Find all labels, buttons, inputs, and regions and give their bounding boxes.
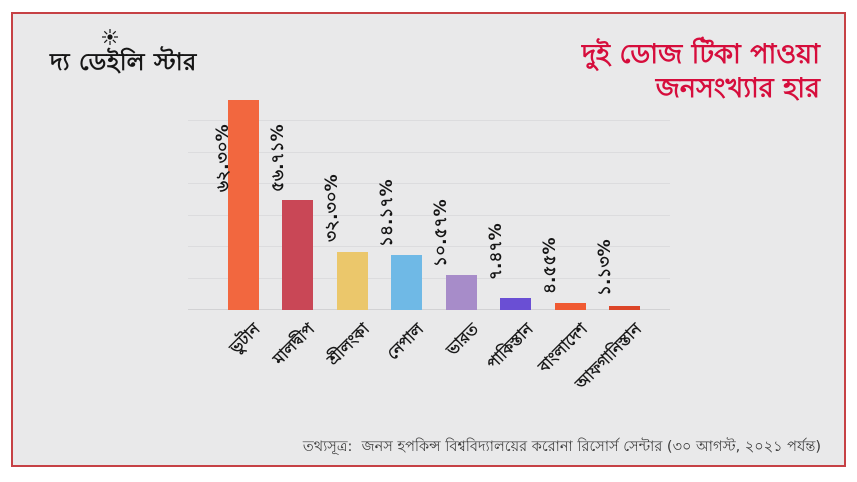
infographic-frame: দ্য ডেইলি স্টার দুই ডোজ টিকা পাওয়া জনসং… — [11, 12, 846, 467]
bar-country-label: শ্রীলংকা — [323, 319, 373, 370]
bar-country-label: মালদ্বীপ — [269, 319, 319, 369]
gridline — [188, 309, 670, 310]
bar-value-label: ৪.৫৫% — [540, 237, 560, 294]
bar-5 — [445, 275, 477, 310]
logo-text: দ্য ডেইলি স্টার — [50, 48, 197, 76]
gridline — [188, 277, 670, 279]
bar-3 — [336, 252, 368, 310]
bar-1 — [227, 100, 259, 310]
bar-4 — [391, 255, 422, 310]
bar-country-label: ভারত — [441, 319, 482, 360]
chart-title: দুই ডোজ টিকা পাওয়া জনসংখ্যার হার — [582, 38, 820, 106]
bar-8 — [609, 306, 640, 310]
bar-7 — [554, 303, 586, 310]
bar-value-label: ১.১৩% — [594, 239, 615, 296]
gridline — [188, 246, 670, 247]
bar-value-label: ১০.৫৭% — [431, 199, 451, 267]
bar-value-label: ৭.৪৭% — [485, 223, 506, 280]
source-note: তথ্যসূত্র: জনস হপকিন্স বিশ্ববিদ্যালয়ের … — [302, 439, 821, 455]
gridline — [188, 183, 670, 184]
bar-value-label: ১৪.১৭% — [376, 179, 397, 247]
sunburst-icon — [102, 29, 118, 45]
bar-2 — [282, 200, 313, 310]
gridline — [188, 151, 670, 153]
bar-value-label: ৫৬.৭১% — [267, 124, 288, 192]
gridline — [188, 214, 670, 216]
chart-title-line1: দুই ডোজ টিকা পাওয়া — [581, 39, 820, 70]
bar-country-label: পাকিস্তান — [482, 319, 537, 374]
bar-value-label: ৩২.৩০% — [322, 174, 342, 242]
chart-title-line2: জনসংখ্যার হার — [655, 73, 820, 104]
bar-6 — [500, 298, 531, 310]
bar-chart: ৬২.৩০% ভুটান ৫৬.৭১% মালদ্বীপ ৩২.৩০% শ্রীলংকা ১… — [188, 92, 670, 393]
bar-country-label: ভুটান — [225, 319, 264, 358]
bar-country-label: নেপাল — [383, 319, 428, 364]
gridline — [188, 120, 670, 121]
bar-value-label: ৬২.৩০% — [213, 124, 233, 192]
daily-star-logo: দ্য ডেইলি স্টার — [50, 29, 197, 84]
